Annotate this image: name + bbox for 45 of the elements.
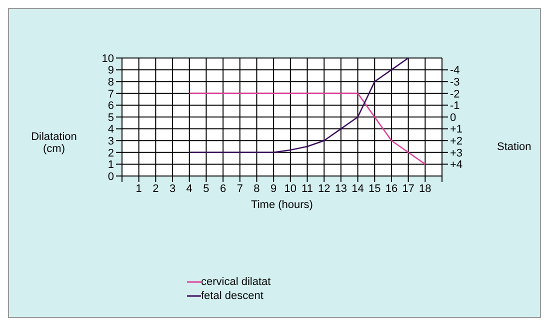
x-tick-label: 9 bbox=[270, 182, 277, 195]
legend-label: cervical dilatat bbox=[201, 275, 271, 289]
y2-tick-label: +4 bbox=[450, 159, 463, 172]
y2-tick-label: +2 bbox=[450, 136, 463, 148]
x-tick-label: 14 bbox=[352, 182, 364, 195]
y-tick-label: 5 bbox=[108, 112, 114, 124]
x-tick-label: 16 bbox=[385, 182, 398, 195]
x-tick-label: 5 bbox=[203, 182, 210, 195]
x-tick-label: 11 bbox=[302, 182, 313, 195]
y2-axis-title: Station bbox=[497, 141, 532, 153]
x-tick-label: 12 bbox=[318, 182, 330, 195]
x-tick-label: 13 bbox=[334, 182, 348, 195]
x-tick-label: 18 bbox=[419, 182, 432, 195]
y2-tick-label: +3 bbox=[450, 147, 463, 160]
y-tick-label: 1 bbox=[108, 159, 114, 172]
x-tick-label: 15 bbox=[368, 182, 381, 195]
x-tick-label: 10 bbox=[284, 182, 297, 195]
legend-label: fetal descent bbox=[201, 289, 264, 303]
y2-tick-label: -2 bbox=[450, 88, 460, 100]
y-tick-label: 6 bbox=[108, 100, 114, 112]
x-tick-label: 3 bbox=[169, 182, 176, 195]
y-tick-label: 7 bbox=[108, 88, 114, 100]
y2-tick-label: 0 bbox=[450, 112, 456, 124]
y-tick-label: 10 bbox=[102, 52, 114, 65]
line-series bbox=[188, 58, 409, 154]
x-tick-label: 8 bbox=[254, 182, 260, 195]
x-tick-label: 17 bbox=[402, 182, 414, 195]
y2-tick-label: -1 bbox=[450, 100, 460, 112]
y-tick-label: 0 bbox=[108, 170, 114, 183]
x-axis-title: Time (hours) bbox=[251, 199, 313, 211]
y-tick-label: 9 bbox=[108, 64, 114, 77]
x-tick-label: 7 bbox=[236, 182, 243, 195]
x-tick-label: 4 bbox=[186, 182, 192, 195]
line-series bbox=[188, 92, 426, 165]
y-tick-label: 8 bbox=[108, 76, 114, 89]
y-tick-label: 2 bbox=[108, 147, 114, 160]
y2-tick-label: +1 bbox=[450, 124, 463, 136]
x-tick-label: 1 bbox=[136, 182, 142, 195]
y-tick-label: 3 bbox=[108, 136, 114, 148]
x-tick-label: 6 bbox=[220, 182, 226, 195]
y-tick-label: 4 bbox=[108, 124, 114, 136]
y2-tick-label: -3 bbox=[450, 76, 460, 89]
y2-tick-label: -4 bbox=[450, 64, 460, 77]
x-tick-label: 2 bbox=[152, 182, 159, 195]
y-axis-title: Dilatation (cm) bbox=[30, 131, 78, 155]
